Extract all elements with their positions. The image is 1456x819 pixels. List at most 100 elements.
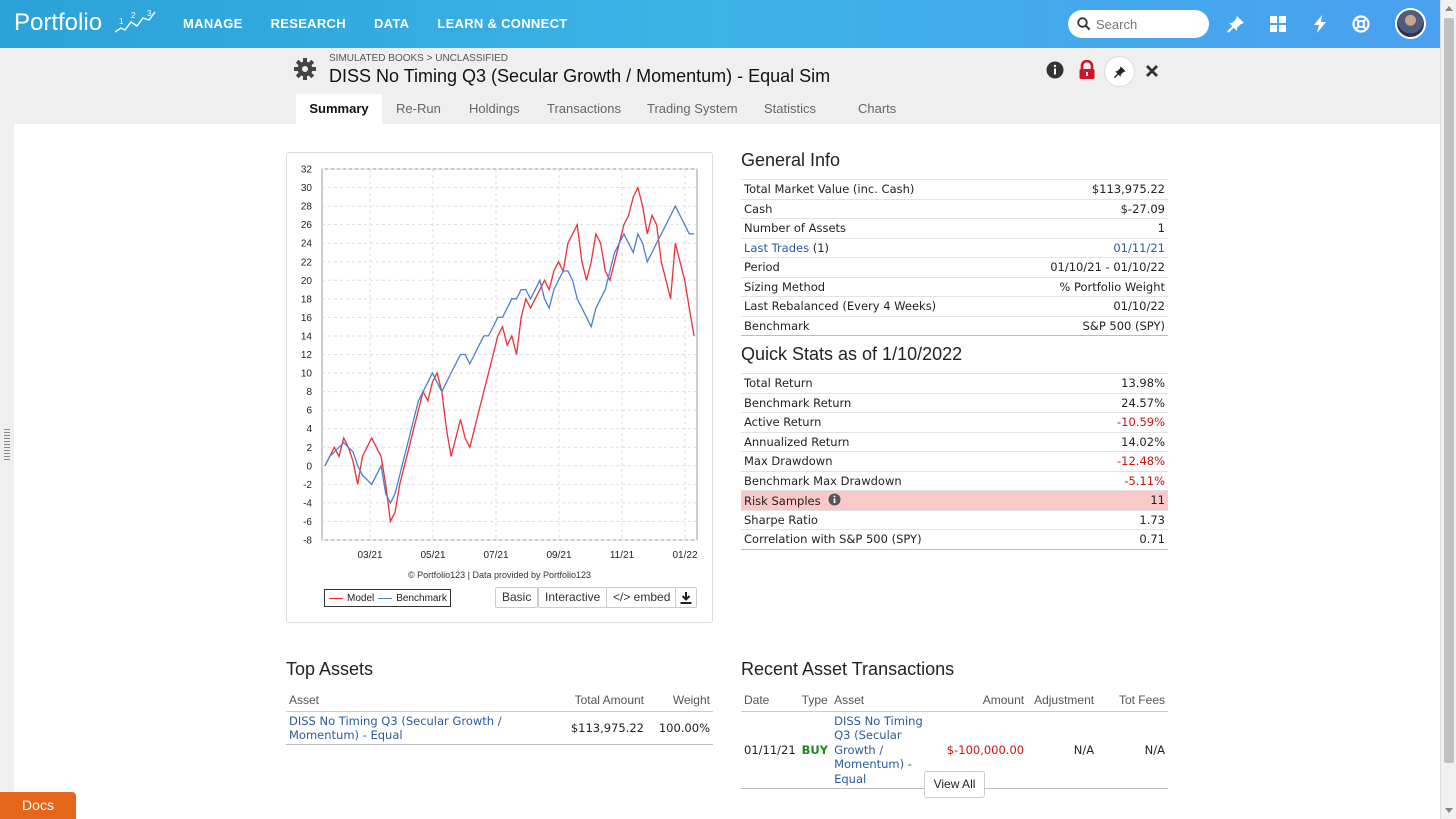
y-tick-label: -4 <box>303 498 312 509</box>
nav-manage[interactable]: MANAGE <box>183 16 243 31</box>
info-icon[interactable] <box>828 493 841 506</box>
nav-research[interactable]: RESEARCH <box>270 16 346 31</box>
y-tick-label: -8 <box>303 536 312 547</box>
chart-basic-button[interactable]: Basic <box>495 587 539 608</box>
info-row: Last Rebalanced (Every 4 Weeks) 01/10/22 <box>741 296 1168 316</box>
nav-data[interactable]: DATA <box>373 16 410 31</box>
view-all-button[interactable]: View All <box>924 771 985 798</box>
y-tick-label: 2 <box>306 443 312 454</box>
legend-model[interactable]: Model <box>347 592 375 604</box>
stat-value: 11 <box>1070 490 1168 510</box>
stat-row-highlight: Risk Samples 11 <box>741 490 1168 510</box>
scrollbar-thumb[interactable] <box>1444 18 1454 763</box>
x-tick-label: 05/21 <box>420 550 445 561</box>
y-tick-label: 12 <box>301 350 313 361</box>
tab-charts[interactable]: Charts <box>858 101 897 116</box>
tab-summary[interactable]: Summary <box>296 94 382 124</box>
txn-asset-link[interactable]: DISS No Timing Q3 (Secular Growth / Mome… <box>834 713 923 786</box>
y-tick-label: 16 <box>301 313 313 324</box>
breadcrumb[interactable]: SIMULATED BOOKS > UNCLASSIFIED <box>329 53 509 64</box>
nav-learn-connect[interactable]: LEARN & CONNECT <box>437 16 568 31</box>
stat-label: Annualized Return <box>741 431 1071 452</box>
stat-label: Benchmark Max Drawdown <box>741 470 1071 491</box>
y-tick-label: 6 <box>306 406 312 417</box>
stat-value: -12.48% <box>1070 451 1168 471</box>
info-value: 01/10/21 - 01/10/22 <box>1006 257 1168 277</box>
page-scrollbar[interactable] <box>1440 0 1456 819</box>
legend-swatch-benchmark <box>378 597 393 599</box>
y-tick-label: 0 <box>306 461 312 472</box>
stat-label: Sharpe Ratio <box>741 509 1071 530</box>
y-tick-label: 30 <box>301 183 313 194</box>
info-row: Total Market Value (inc. Cash) $113,975.2… <box>741 179 1168 199</box>
stat-row: Benchmark Return 24.57% <box>741 392 1168 413</box>
stat-row: Benchmark Max Drawdown -5.11% <box>741 470 1168 491</box>
search-input[interactable] <box>1096 15 1201 33</box>
last-trades-date-link[interactable]: 01/11/21 <box>1006 237 1168 258</box>
scroll-down-icon[interactable] <box>1445 808 1453 813</box>
tab-holdings[interactable]: Holdings <box>469 101 520 116</box>
performance-chart[interactable]: 32302826242220181614121086420-2-4-6-803/… <box>287 153 714 573</box>
performance-chart-panel: 32 30 28 26 24 22 20 18 16 14 12 10 8 6 4 2 0 -2 -4 -6 -8 03/… <box>286 152 713 623</box>
top-nav-bar: Portfolio 1 2 3 MANAGE RESEARCH DATA LEA… <box>0 0 1440 48</box>
stat-row: Total Return 13.98% <box>741 373 1168 393</box>
chart-interactive-button[interactable]: Interactive <box>538 587 608 608</box>
legend-swatch-model <box>329 597 343 599</box>
search-box[interactable] <box>1068 10 1209 38</box>
stat-value: -5.11% <box>1070 470 1168 491</box>
col-type: Type <box>798 689 832 712</box>
x-tick-label: 03/21 <box>357 550 382 561</box>
quick-stats-title: Quick Stats as of 1/10/2022 <box>741 344 963 364</box>
gear-icon[interactable] <box>293 57 317 81</box>
pin-icon[interactable] <box>1226 14 1246 34</box>
tab-trading-system[interactable]: Trading System <box>647 101 738 116</box>
col-asset: Asset <box>286 689 557 712</box>
scroll-up-icon[interactable] <box>1445 6 1453 11</box>
stat-row: Max Drawdown -12.48% <box>741 451 1168 471</box>
lock-icon[interactable] <box>1078 60 1096 80</box>
stat-value: 24.57% <box>1070 392 1168 413</box>
y-tick-label: 32 <box>301 165 313 176</box>
recent-transactions-table: Date Type Asset Amount Adjustment Tot Fe… <box>741 689 1168 789</box>
info-label: Period <box>741 257 1007 277</box>
txn-adjustment: N/A <box>1027 711 1098 789</box>
tab-re-run[interactable]: Re-Run <box>396 101 441 116</box>
info-value: 01/10/22 <box>1006 296 1168 316</box>
chart-download-button[interactable] <box>675 587 697 608</box>
page-title: DISS No Timing Q3 (Secular Growth / Mome… <box>329 66 831 86</box>
stat-row: Annualized Return 14.02% <box>741 431 1168 452</box>
info-row: Sizing Method% Portfolio Weight <box>741 276 1168 297</box>
tab-transactions[interactable]: Transactions <box>547 101 621 116</box>
info-label: Sizing Method <box>741 276 1007 297</box>
logo[interactable]: Portfolio <box>14 9 103 36</box>
chart-credit: © Portfolio123 | Data provided by Portfo… <box>407 570 592 580</box>
chart-legend[interactable]: Model Benchmark <box>324 589 451 607</box>
asset-weight: 100.00% <box>647 711 713 745</box>
stat-label: Risk Samples <box>744 493 821 508</box>
stat-label: Benchmark Return <box>741 392 1071 413</box>
close-icon[interactable] <box>1145 64 1159 78</box>
y-tick-label: 18 <box>301 294 313 305</box>
legend-benchmark[interactable]: Benchmark <box>396 592 447 604</box>
pin-button[interactable] <box>1104 56 1135 87</box>
user-avatar[interactable] <box>1395 8 1426 39</box>
resize-grip-icon[interactable] <box>4 428 10 460</box>
info-label: Number of Assets <box>741 218 1007 238</box>
last-trades-link[interactable]: Last Trades <box>744 240 810 255</box>
x-tick-label: 09/21 <box>546 550 571 561</box>
docs-button[interactable]: Docs <box>0 792 76 819</box>
top-assets-table: Asset Total Amount Weight DISS No Timing… <box>286 689 713 745</box>
stat-value: 13.98% <box>1070 373 1168 393</box>
info-label: Last Rebalanced (Every 4 Weeks) <box>741 296 1007 316</box>
chart-embed-button[interactable]: </> embed <box>606 587 678 608</box>
help-lifebuoy-icon[interactable] <box>1351 14 1371 34</box>
info-icon[interactable] <box>1046 61 1064 79</box>
stat-row: Correlation with S&P 500 (SPY) 0.71 <box>741 529 1168 550</box>
page-header <box>0 48 1440 94</box>
lightning-icon[interactable] <box>1310 14 1330 34</box>
asset-link[interactable]: DISS No Timing Q3 (Secular Growth / Mome… <box>289 713 502 742</box>
general-info-table: Total Market Value (inc. Cash) $113,975.2… <box>741 179 1168 336</box>
stat-label: Max Drawdown <box>741 451 1071 471</box>
grid-apps-icon[interactable] <box>1268 14 1288 34</box>
tab-statistics[interactable]: Statistics <box>764 101 817 116</box>
